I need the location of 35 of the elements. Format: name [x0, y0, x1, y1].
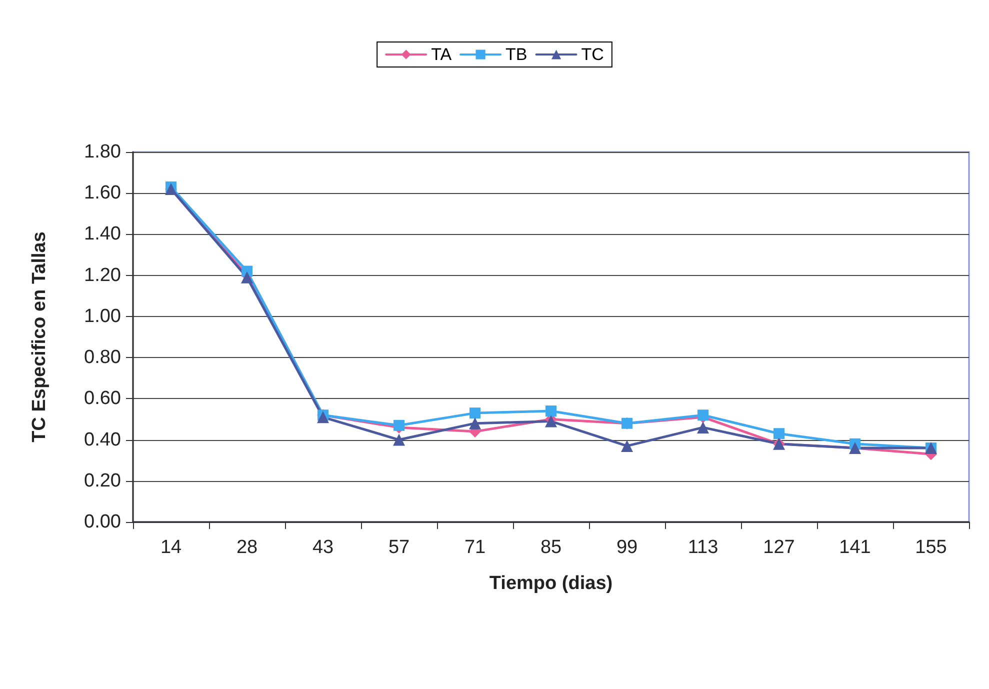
y-tick-label: 0.20: [84, 470, 121, 492]
legend-label: TC: [581, 45, 604, 64]
point: [697, 421, 709, 434]
y-tick-label: 1.20: [84, 264, 121, 286]
legend-label: TA: [431, 45, 452, 64]
y-tick-label: 0.60: [84, 388, 121, 410]
point: [394, 420, 404, 431]
point: [698, 410, 708, 421]
x-tick-label: 85: [540, 537, 562, 558]
x-tick-label: 141: [839, 537, 871, 558]
point: [469, 417, 481, 430]
x-tick-label: 14: [160, 537, 182, 558]
point: [774, 428, 784, 440]
x-tick-label: 113: [688, 537, 718, 558]
x-tick-label: 43: [312, 537, 334, 558]
x-tick-label: 28: [236, 537, 258, 558]
y-tick-label: 0.80: [84, 347, 121, 368]
x-tick-label: 57: [388, 537, 410, 558]
x-tick-label: 127: [763, 537, 795, 558]
y-tick-label: 1.40: [84, 224, 121, 245]
point: [546, 406, 556, 416]
legend-label: TB: [506, 45, 528, 64]
y-tick-label: 1.00: [84, 306, 121, 327]
y-tick-label: 0.40: [84, 429, 121, 450]
x-tick-label: 99: [616, 537, 638, 558]
x-tick-label: 71: [464, 537, 486, 558]
y-axis-title: TC Especifico en Tallas: [29, 232, 50, 442]
x-axis-title: Tiempo (dias): [489, 573, 613, 594]
y-tick-label: 1.60: [84, 182, 121, 204]
point: [470, 408, 480, 419]
point: [621, 440, 633, 452]
y-tick-label: 1.80: [84, 142, 121, 162]
x-tick-label: 155: [915, 537, 947, 558]
y-tick-label: 0.00: [84, 512, 121, 532]
point: [393, 434, 405, 446]
